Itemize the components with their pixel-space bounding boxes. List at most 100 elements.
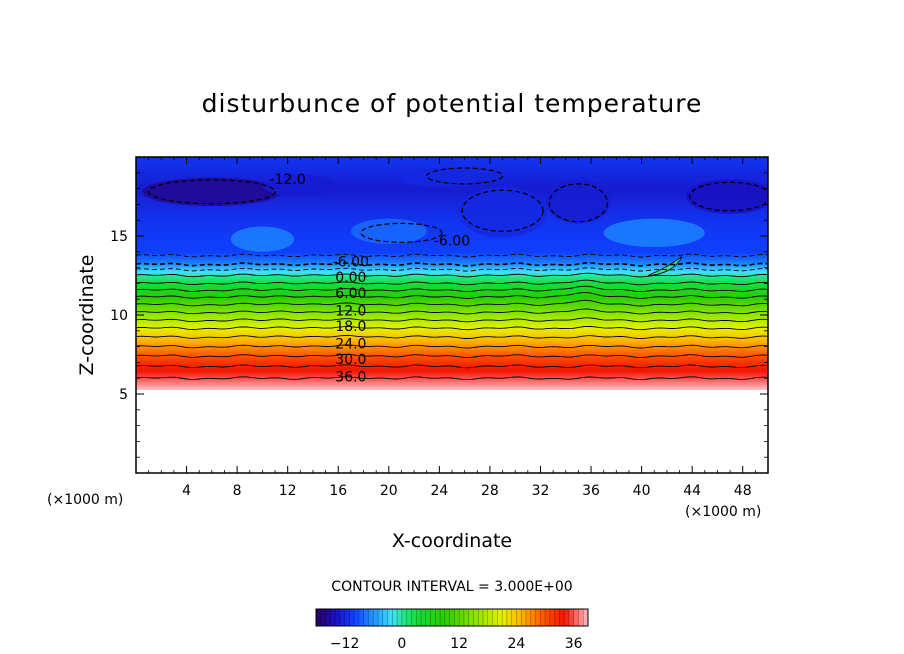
colorbar-segment	[516, 609, 522, 626]
field-band	[136, 292, 768, 296]
colorbar-segment	[573, 609, 579, 626]
colorbar-segment	[459, 609, 465, 626]
colorbar-segment	[521, 609, 527, 626]
field-band	[136, 361, 768, 365]
contour-line	[136, 279, 768, 286]
positive-anomaly-region	[647, 256, 683, 276]
field-band	[136, 235, 768, 239]
colorbar-segment	[545, 609, 551, 626]
field-band	[136, 227, 768, 231]
colorbar-segment	[358, 609, 365, 626]
field-band	[136, 241, 768, 245]
contour-line	[136, 292, 768, 299]
contour-line-closed	[548, 183, 609, 223]
colorbar-segment	[440, 609, 446, 626]
y-axis-title: Z-coordinate	[76, 255, 98, 376]
negative-anomaly-regions	[142, 168, 768, 276]
field-band	[136, 221, 768, 224]
contour-label: -6.00	[434, 234, 470, 250]
colorbar-segment	[387, 609, 393, 626]
colorbar-segment	[463, 609, 470, 626]
field-band	[136, 219, 768, 223]
anomaly-region	[685, 179, 768, 214]
colorbar-segment	[382, 609, 388, 626]
x-unit-label-right: (×1000 m)	[685, 504, 761, 520]
field-band	[136, 259, 768, 262]
colorbar-segment	[406, 609, 412, 626]
contour-line	[136, 376, 768, 381]
contour-line-closed	[360, 222, 443, 243]
colorbar-segment	[449, 609, 455, 626]
contour-line	[136, 262, 768, 267]
colorbar-tick-label: 12	[450, 636, 468, 652]
field-band	[136, 284, 768, 288]
colorbar-segment	[373, 609, 379, 626]
field-band	[136, 289, 768, 292]
chart-title: disturbunce of potential temperature	[202, 89, 703, 118]
field-band	[136, 189, 768, 193]
field-band	[136, 208, 768, 212]
field-band	[136, 191, 768, 194]
colorbar-segment	[468, 609, 474, 626]
contour-line	[136, 299, 768, 307]
colorbar-segment	[425, 609, 431, 626]
colorbar-segment	[568, 609, 574, 626]
colorbar-segment	[420, 609, 427, 626]
field-band	[136, 312, 768, 316]
colorbar-segment	[354, 609, 360, 626]
field-band	[136, 224, 768, 228]
colorbar-segment	[330, 609, 336, 626]
field-band	[136, 229, 768, 232]
contour-line	[136, 344, 768, 349]
y-tick-label: 15	[110, 229, 128, 245]
field-bands	[136, 157, 768, 390]
field-band	[136, 334, 768, 338]
field-band	[136, 164, 768, 168]
contour-line	[136, 325, 768, 331]
x-axis-title: X-coordinate	[392, 530, 512, 552]
colorbar-segment	[316, 609, 322, 626]
colorbar-segment	[444, 609, 450, 626]
field-band	[136, 342, 768, 346]
colorbar-segment	[368, 609, 374, 626]
field-band	[136, 281, 768, 284]
colorbar-segment	[363, 609, 369, 626]
colorbar-segment	[435, 609, 441, 626]
field-band	[136, 293, 768, 297]
anomaly-region	[350, 218, 427, 244]
field-band	[136, 379, 768, 382]
x-tick-label: 20	[380, 483, 398, 499]
field-band	[136, 200, 768, 204]
x-tick-label: 16	[329, 483, 347, 499]
colorbar-segment	[564, 609, 570, 626]
field-band	[136, 274, 768, 278]
field-band	[136, 282, 768, 286]
field-band	[136, 270, 768, 273]
field-band	[136, 287, 768, 291]
colorbar-segment	[549, 609, 555, 626]
x-tick-label: 32	[532, 483, 550, 499]
colorbar-segment	[349, 609, 355, 626]
field-band	[136, 197, 768, 201]
colorbar-segment	[559, 609, 565, 626]
field-band	[136, 366, 768, 370]
field-band	[136, 306, 768, 310]
anomaly-region	[401, 168, 478, 188]
colorbar-segment	[530, 609, 536, 626]
field-band	[136, 254, 768, 258]
contour-line	[136, 285, 768, 293]
field-band	[136, 267, 768, 270]
anomaly-region	[603, 218, 705, 248]
field-band	[136, 260, 768, 264]
field-band	[136, 360, 768, 363]
field-band	[136, 298, 768, 302]
contour-label: 24.0	[335, 336, 366, 352]
colorbar-segment	[483, 609, 489, 626]
colorbar-tick-label: −12	[330, 636, 360, 652]
colorbar-segment	[497, 609, 503, 626]
field-band	[136, 363, 768, 367]
field-band	[136, 331, 768, 335]
field-band	[136, 273, 768, 277]
field-band	[136, 203, 768, 207]
anomaly-region	[142, 177, 282, 206]
